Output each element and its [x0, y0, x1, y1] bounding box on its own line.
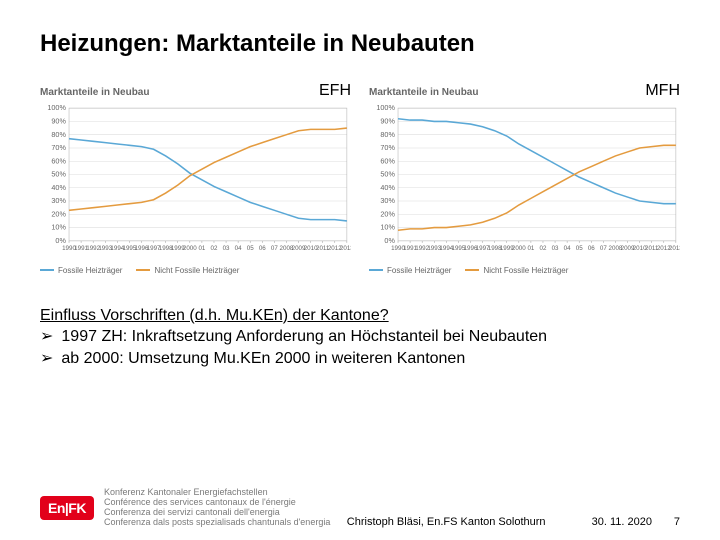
lead-line: Einfluss Vorschriften (d.h. Mu.KEn) der … — [40, 305, 680, 327]
legend-label: Nicht Fossile Heizträger — [154, 266, 239, 275]
legend-item: Nicht Fossile Heizträger — [136, 266, 239, 275]
bullet-item: ➢ ab 2000: Umsetzung Mu.KEn 2000 in weite… — [40, 348, 680, 370]
footer: En|FK Konferenz Kantonaler Energiefachst… — [40, 488, 680, 528]
svg-text:60%: 60% — [51, 156, 66, 165]
svg-text:0%: 0% — [384, 236, 395, 245]
svg-text:0%: 0% — [55, 236, 66, 245]
svg-text:2013: 2013 — [669, 245, 680, 252]
chart-panel-label: EFH — [319, 82, 351, 100]
svg-text:80%: 80% — [51, 130, 66, 139]
line-chart: 0%10%20%30%40%50%60%70%80%90%100%1990199… — [40, 104, 351, 260]
svg-text:80%: 80% — [380, 130, 395, 139]
svg-text:2000: 2000 — [183, 245, 197, 252]
slide-title: Heizungen: Marktanteile in Neubauten — [40, 30, 680, 58]
svg-text:10%: 10% — [51, 223, 66, 232]
svg-text:20%: 20% — [51, 209, 66, 218]
svg-text:20%: 20% — [380, 209, 395, 218]
svg-text:30%: 30% — [380, 196, 395, 205]
svg-text:04: 04 — [564, 245, 571, 252]
svg-text:10%: 10% — [380, 223, 395, 232]
svg-text:40%: 40% — [380, 183, 395, 192]
line-chart: 0%10%20%30%40%50%60%70%80%90%100%1990199… — [369, 104, 680, 260]
legend-item: Nicht Fossile Heizträger — [465, 266, 568, 275]
svg-text:2013: 2013 — [340, 245, 351, 252]
chart-panel-label: MFH — [645, 82, 680, 100]
svg-text:06: 06 — [259, 245, 266, 252]
svg-text:06: 06 — [588, 245, 595, 252]
svg-text:05: 05 — [247, 245, 254, 252]
legend-swatch — [136, 269, 150, 271]
svg-text:02: 02 — [540, 245, 547, 252]
chart-panel: Marktanteile in Neubau MFH 0% 10% 20% 30% 40… — [369, 82, 680, 275]
legend-swatch — [369, 269, 383, 271]
bullet-text: ab 2000: Umsetzung Mu.KEn 2000 in weiter… — [61, 348, 465, 370]
chart-small-title: Marktanteile in Neubau — [40, 87, 149, 98]
svg-text:2000: 2000 — [512, 245, 526, 252]
svg-text:50%: 50% — [51, 170, 66, 179]
bullet-icon: ➢ — [40, 326, 53, 348]
svg-text:90%: 90% — [51, 116, 66, 125]
svg-text:70%: 70% — [380, 143, 395, 152]
body-text: Einfluss Vorschriften (d.h. Mu.KEn) der … — [40, 305, 680, 370]
legend-label: Fossile Heizträger — [58, 266, 122, 275]
footer-page: 7 — [652, 516, 680, 528]
legend-item: Fossile Heizträger — [40, 266, 122, 275]
svg-text:70%: 70% — [51, 143, 66, 152]
svg-text:90%: 90% — [380, 116, 395, 125]
legend-label: Fossile Heizträger — [387, 266, 451, 275]
svg-text:40%: 40% — [51, 183, 66, 192]
svg-text:50%: 50% — [380, 170, 395, 179]
svg-text:07: 07 — [600, 245, 607, 252]
svg-text:30%: 30% — [51, 196, 66, 205]
chart-small-title: Marktanteile in Neubau — [369, 87, 478, 98]
legend-swatch — [40, 269, 54, 271]
legend-label: Nicht Fossile Heizträger — [483, 266, 568, 275]
logo-badge: En|FK — [40, 496, 94, 520]
chart-legend: Fossile Heizträger Nicht Fossile Heizträ… — [369, 266, 680, 275]
svg-text:01: 01 — [198, 245, 205, 252]
logo: En|FK Konferenz Kantonaler Energiefachst… — [40, 488, 330, 528]
chart-legend: Fossile Heizträger Nicht Fossile Heizträ… — [40, 266, 351, 275]
legend-swatch — [465, 269, 479, 271]
logo-line: Conferenza dals posts spezialisads chant… — [104, 518, 330, 528]
bullet-text: 1997 ZH: Inkraftsetzung Anforderung an H… — [61, 326, 547, 348]
svg-text:02: 02 — [211, 245, 218, 252]
svg-text:03: 03 — [552, 245, 559, 252]
svg-text:04: 04 — [235, 245, 242, 252]
svg-text:100%: 100% — [47, 104, 66, 112]
bullet-item: ➢ 1997 ZH: Inkraftsetzung Anforderung an … — [40, 326, 680, 348]
svg-text:05: 05 — [576, 245, 583, 252]
svg-text:01: 01 — [527, 245, 534, 252]
chart-panel: Marktanteile in Neubau EFH 0% 10% 20% 30% 40… — [40, 82, 351, 275]
svg-text:100%: 100% — [376, 104, 395, 112]
charts-row: Marktanteile in Neubau EFH 0% 10% 20% 30% 40… — [40, 82, 680, 275]
svg-text:07: 07 — [271, 245, 278, 252]
logo-text: Konferenz Kantonaler EnergiefachstellenC… — [104, 488, 330, 528]
footer-author: Christoph Bläsi, En.FS Kanton Solothurn — [330, 516, 562, 528]
svg-text:03: 03 — [223, 245, 230, 252]
footer-date: 30. 11. 2020 — [562, 516, 652, 528]
bullet-icon: ➢ — [40, 348, 53, 370]
legend-item: Fossile Heizträger — [369, 266, 451, 275]
svg-text:60%: 60% — [380, 156, 395, 165]
